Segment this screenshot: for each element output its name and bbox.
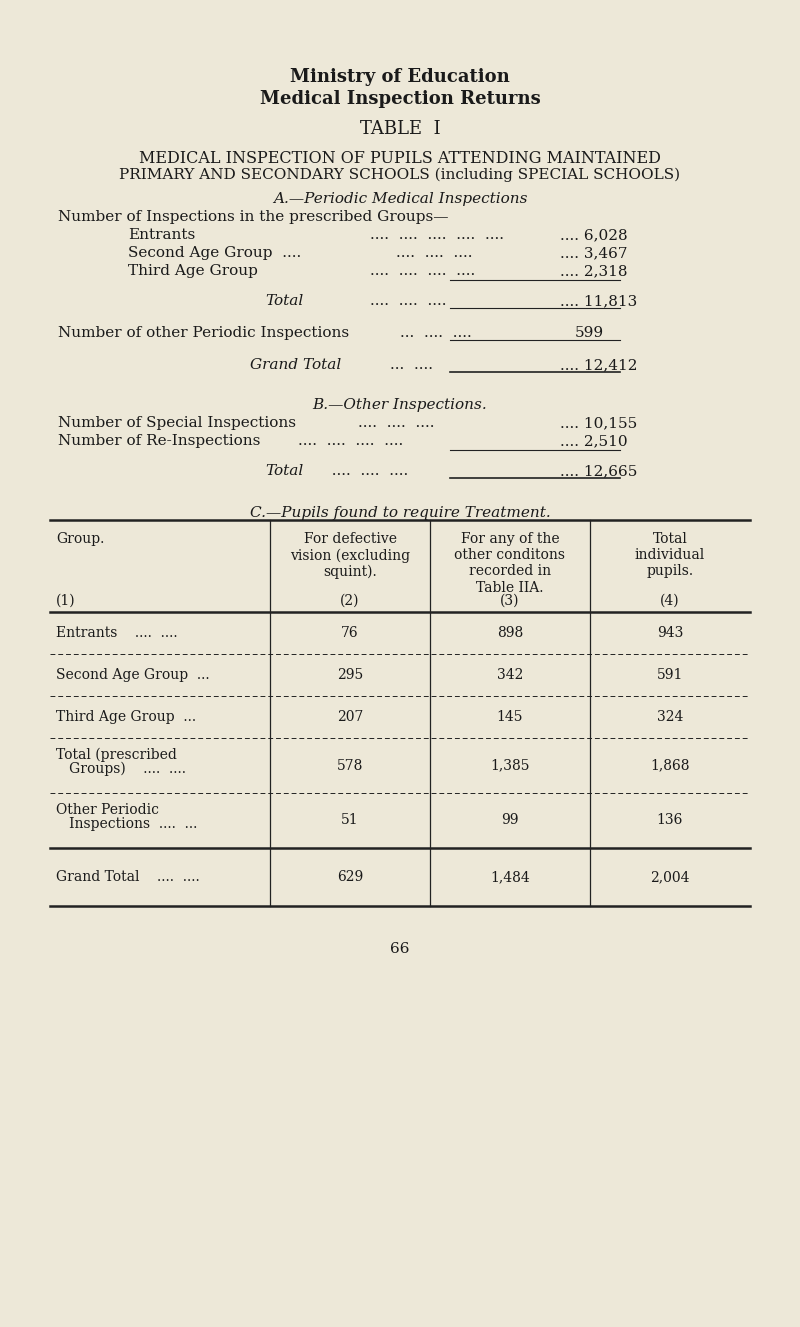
Text: PRIMARY AND SECONDARY SCHOOLS (including SPECIAL SCHOOLS): PRIMARY AND SECONDARY SCHOOLS (including…	[119, 169, 681, 182]
Text: For defective
vision (excluding
squint).: For defective vision (excluding squint).	[290, 532, 410, 580]
Text: ....  ....  ....: .... .... ....	[322, 464, 408, 478]
Text: C.—Pupils found to require Treatment.: C.—Pupils found to require Treatment.	[250, 506, 550, 520]
Text: 99: 99	[502, 813, 518, 828]
Text: B.—Other Inspections.: B.—Other Inspections.	[313, 398, 487, 411]
Text: TABLE  I: TABLE I	[360, 119, 440, 138]
Text: 898: 898	[497, 626, 523, 640]
Text: ....  ....  ....: .... .... ....	[396, 245, 473, 260]
Text: 1,868: 1,868	[650, 759, 690, 772]
Text: 599: 599	[575, 326, 604, 340]
Text: Grand Total: Grand Total	[250, 358, 342, 372]
Text: .... 6,028: .... 6,028	[560, 228, 628, 242]
Text: 1,385: 1,385	[490, 759, 530, 772]
Text: 136: 136	[657, 813, 683, 828]
Text: Third Age Group: Third Age Group	[128, 264, 258, 277]
Text: .... 2,510: .... 2,510	[560, 434, 628, 449]
Text: ...  ....  ....: ... .... ....	[400, 326, 472, 340]
Text: Second Age Group  ....: Second Age Group ....	[128, 245, 302, 260]
Text: .... 2,318: .... 2,318	[560, 264, 627, 277]
Text: Ministry of Education: Ministry of Education	[290, 68, 510, 86]
Text: Total
individual
pupils.: Total individual pupils.	[635, 532, 705, 579]
Text: 295: 295	[337, 667, 363, 682]
Text: .... 10,155: .... 10,155	[560, 415, 638, 430]
Text: Total (prescribed: Total (prescribed	[56, 748, 177, 763]
Text: 591: 591	[657, 667, 683, 682]
Text: .... 3,467: .... 3,467	[560, 245, 627, 260]
Text: 1,484: 1,484	[490, 871, 530, 884]
Text: 578: 578	[337, 759, 363, 772]
Text: (1): (1)	[56, 594, 76, 608]
Text: Group.: Group.	[56, 532, 104, 545]
Text: Entrants    ....  ....: Entrants .... ....	[56, 626, 178, 640]
Text: 51: 51	[341, 813, 359, 828]
Text: ...  ....: ... ....	[390, 358, 433, 372]
Text: (4): (4)	[660, 594, 680, 608]
Text: Total: Total	[265, 464, 303, 478]
Text: (2): (2)	[340, 594, 360, 608]
Text: 145: 145	[497, 710, 523, 725]
Text: .... 11,813: .... 11,813	[560, 295, 638, 308]
Text: For any of the
other conditons
recorded in
Table IIA.: For any of the other conditons recorded …	[454, 532, 566, 594]
Text: 943: 943	[657, 626, 683, 640]
Text: A.—Periodic Medical Inspections: A.—Periodic Medical Inspections	[273, 192, 527, 206]
Text: 76: 76	[341, 626, 359, 640]
Text: 629: 629	[337, 871, 363, 884]
Text: ....  ....  ....  ....  ....: .... .... .... .... ....	[370, 228, 504, 242]
Text: Number of Inspections in the prescribed Groups—: Number of Inspections in the prescribed …	[58, 210, 449, 224]
Text: Number of Re-Inspections: Number of Re-Inspections	[58, 434, 260, 449]
Text: Groups)    ....  ....: Groups) .... ....	[56, 762, 186, 776]
Text: Medical Inspection Returns: Medical Inspection Returns	[260, 90, 540, 107]
Text: Total: Total	[265, 295, 303, 308]
Text: Grand Total    ....  ....: Grand Total .... ....	[56, 871, 200, 884]
Text: Inspections  ....  ...: Inspections .... ...	[56, 817, 198, 831]
Text: (3): (3)	[500, 594, 520, 608]
Text: Second Age Group  ...: Second Age Group ...	[56, 667, 210, 682]
Text: Other Periodic: Other Periodic	[56, 803, 159, 817]
Text: Entrants: Entrants	[128, 228, 195, 242]
Text: 207: 207	[337, 710, 363, 725]
Text: 66: 66	[390, 942, 410, 955]
Text: 342: 342	[497, 667, 523, 682]
Text: ....  ....  ....  ....: .... .... .... ....	[370, 264, 475, 277]
Text: .... 12,665: .... 12,665	[560, 464, 638, 478]
Text: 324: 324	[657, 710, 683, 725]
Text: ....  ....  ....  ....: .... .... .... ....	[298, 434, 403, 449]
Text: Number of other Periodic Inspections: Number of other Periodic Inspections	[58, 326, 349, 340]
Text: .... 12,412: .... 12,412	[560, 358, 638, 372]
Text: ....  ....  ....: .... .... ....	[370, 295, 446, 308]
Text: 2,004: 2,004	[650, 871, 690, 884]
Text: Third Age Group  ...: Third Age Group ...	[56, 710, 196, 725]
Text: ....  ....  ....: .... .... ....	[358, 415, 434, 430]
Text: Number of Special Inspections: Number of Special Inspections	[58, 415, 296, 430]
Text: MEDICAL INSPECTION OF PUPILS ATTENDING MAINTAINED: MEDICAL INSPECTION OF PUPILS ATTENDING M…	[139, 150, 661, 167]
